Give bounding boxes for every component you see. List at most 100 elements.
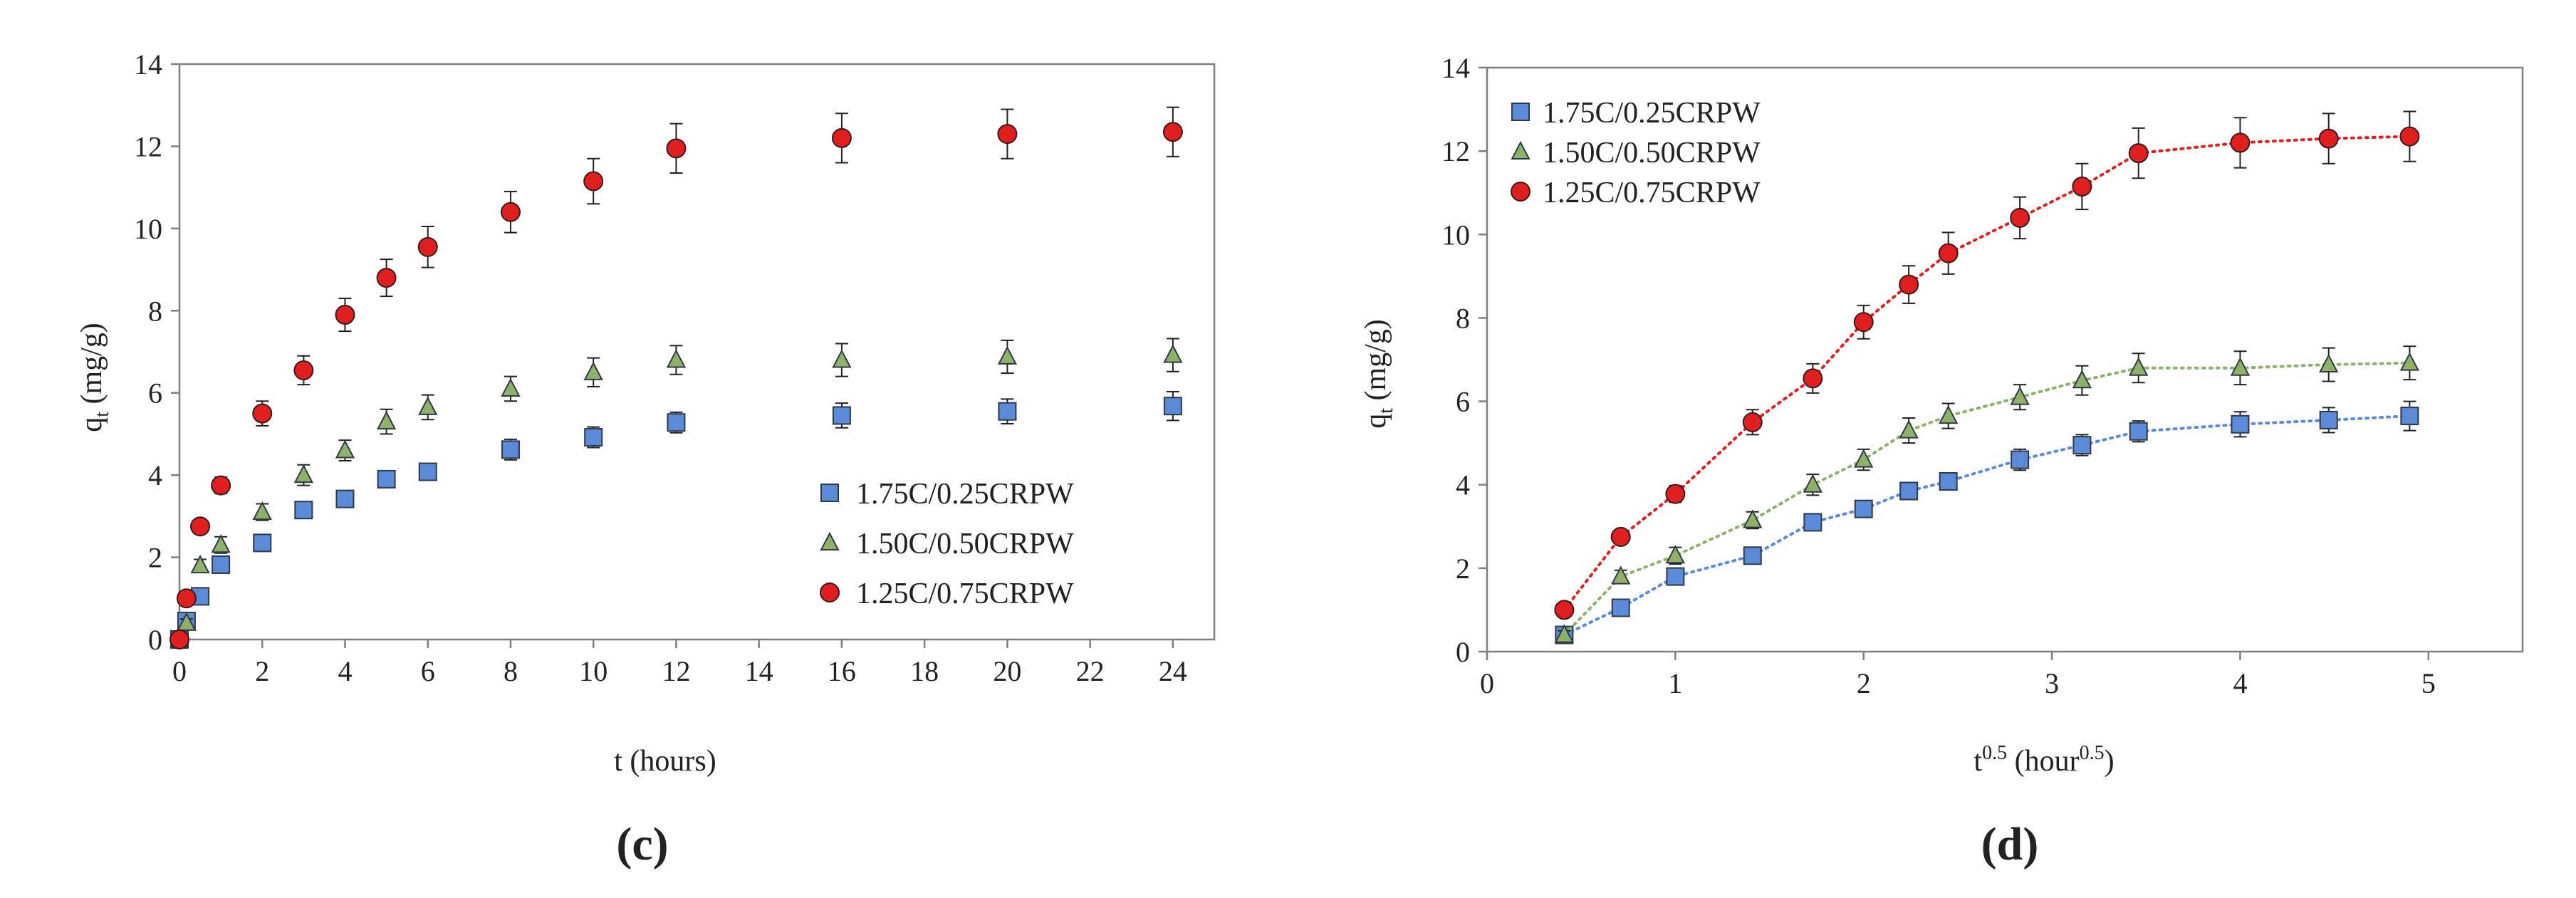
panel-c-x-tick-label: 10 (579, 655, 608, 687)
panel-c-y-tick-label: 4 (148, 459, 162, 491)
panel-c-data-point (417, 236, 438, 257)
panel-c-data-point (1162, 122, 1183, 142)
panel-d-legend-entry: 1.75C/0.25CRPW (1511, 97, 1761, 130)
panel-d-data-point (2230, 132, 2251, 153)
panel-c-x-tick-label: 24 (1159, 655, 1187, 687)
panel-d-y-tick-label: 12 (1441, 135, 1470, 167)
panel-d-legend-label: 1.50C/0.50CRPW (1543, 137, 1761, 169)
panel-d-legend-label: 1.25C/0.75CRPW (1543, 177, 1761, 209)
panel-c-x-tick-label: 20 (993, 655, 1021, 687)
panel-c-legend-entry: 1.75C/0.25CRPW (820, 478, 1074, 511)
panel-c-data-point (377, 469, 396, 489)
panel-d-legend-marker (1511, 182, 1531, 202)
panel-d-data-point (2010, 386, 2030, 405)
panel-d-data-point (2072, 370, 2092, 389)
panel-c-data-point (583, 171, 604, 192)
panel-c-data-point (176, 588, 197, 609)
panel-c-y-tick-label: 10 (134, 213, 162, 245)
panel-d-data-point (1743, 509, 1763, 528)
panel-c-legend-label: 1.50C/0.50CRPW (856, 528, 1074, 560)
panel-d-data-point (1899, 481, 1919, 501)
panel-d-plot-area: 0 1 2 3 4 5024681012141.75C/0.25CRPW1.50C/0.5… (1441, 52, 2524, 699)
panel-d-x-tick-label: 5 (2421, 667, 2436, 699)
panel-c-y-tick-label: 2 (148, 542, 162, 574)
panel-c-x-tick-label: 8 (504, 655, 518, 687)
panel-d-data-point (1610, 526, 1631, 547)
panel-d-data-point (2129, 422, 2148, 441)
panel-d-data-point (2230, 357, 2251, 376)
panel-c-data-point (211, 475, 231, 496)
panel-c-data-point (501, 377, 521, 397)
panel-c-data-point (335, 439, 355, 459)
panel-c-data-point (211, 534, 231, 553)
panel-d-data-point (2129, 357, 2149, 376)
panel-d-data-point (2010, 207, 2030, 228)
panel-c-data-point (832, 406, 851, 425)
panel-d-x-axis-title-sup: 0.5 (1982, 742, 2007, 764)
panel-d-fit-line (1563, 366, 2140, 637)
panel-c-data-point (1163, 344, 1183, 363)
panel-c-y-axis-title-rest: (mg/g) (75, 323, 108, 412)
panel-c-data-point (418, 462, 437, 481)
panel-d-data-point (1611, 565, 1631, 585)
panel-c-x-tick-label: 14 (745, 655, 773, 687)
panel-c-data-point (500, 202, 521, 222)
panel-c-data-point (831, 127, 852, 148)
panel-d-data-point (2399, 352, 2420, 371)
panel-c-data-point (293, 360, 314, 380)
panel-c-data-point (666, 138, 687, 159)
panel-c-data-point (190, 516, 211, 537)
panel-c-x-tick-label: 12 (662, 655, 690, 687)
panel-c-data-point (998, 402, 1017, 421)
panel-d-legend-entry: 1.50C/0.50CRPW (1511, 137, 1761, 169)
panel-d-label: (d) (1981, 818, 2039, 870)
panel-c-data-point (667, 413, 686, 432)
panel-d-data-point (1742, 412, 1763, 432)
panel-c-series-3 (170, 106, 1183, 649)
panel-d-series-2 (1554, 345, 2420, 643)
panel-d-y-tick-label: 6 (1456, 386, 1470, 418)
panel-c-data-point (997, 124, 1018, 145)
panel-d-x-axis-title-main: t (1973, 745, 1982, 778)
panel-c-data-point (252, 403, 273, 424)
panel-d-x-tick-label: 4 (2233, 667, 2247, 699)
panel-c-chart: 0 2 4 6 8 10 12 14 16 18 20 22 24024681012141.75C/0.… (75, 48, 1216, 870)
panel-c-y-axis-title-sub: t (91, 412, 113, 417)
panel-c-data-point (335, 489, 355, 508)
panel-c-data-point (418, 396, 438, 415)
panel-d-series-3 (1554, 110, 2420, 620)
panel-d-data-point (2011, 450, 2030, 469)
panel-d-y-tick-label: 0 (1456, 636, 1470, 668)
panel-c-data-point (832, 349, 852, 368)
panel-d-data-point (1554, 624, 1575, 643)
panel-c-data-point (376, 410, 397, 430)
panel-d-series-1 (1555, 400, 2419, 644)
panel-c-data-point (583, 361, 603, 380)
panel-c-data-point (1163, 397, 1182, 416)
panel-d-data-point (2400, 407, 2419, 426)
panel-d-data-point (2319, 410, 2338, 429)
panel-c-x-tick-label: 2 (255, 655, 269, 687)
panel-c-y-tick-label: 12 (134, 130, 162, 162)
panel-d-y-tick-label: 8 (1456, 302, 1470, 334)
panel-d-data-point (2318, 128, 2339, 149)
panel-d-data-point (2399, 126, 2420, 147)
panel-c-data-point (501, 440, 520, 459)
panel-c-data-point (997, 345, 1018, 365)
panel-d-data-point (2319, 353, 2339, 373)
panel-d-data-point (2128, 143, 2149, 164)
panel-c-label: (c) (616, 818, 668, 870)
panel-d-data-point (1899, 419, 1919, 439)
panel-c-data-point (253, 533, 272, 553)
panel-c-legend-marker (820, 531, 840, 550)
panel-d-x-axis-title: t0.5 (hour0.5) (1973, 742, 2114, 778)
panel-c-x-tick-label: 16 (828, 655, 856, 687)
panel-d-fit-line (1563, 152, 2140, 612)
panel-d-data-point (2231, 414, 2250, 434)
panel-d-legend-marker (1511, 103, 1530, 121)
panel-c-x-axis-title: t (hours) (614, 745, 716, 778)
panel-d-data-point (1854, 499, 1873, 518)
panel-d-data-point (1803, 513, 1823, 532)
panel-c-x-tick-label: 18 (910, 655, 939, 687)
panel-d-x-axis-title-rest: (hour (2007, 745, 2079, 778)
